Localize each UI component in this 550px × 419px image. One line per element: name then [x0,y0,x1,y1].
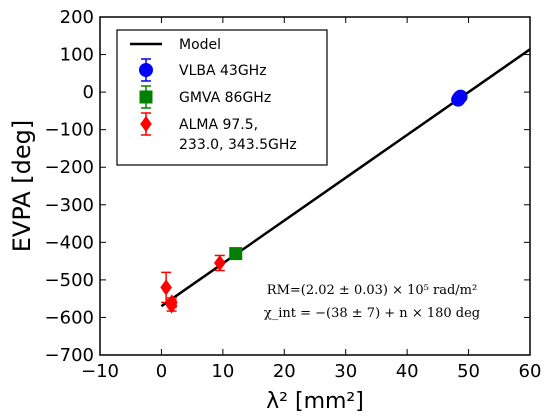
annotation-rm: RM=(2.02 ± 0.03) × 10⁵ rad/m² [267,283,477,298]
y-tick-label: −200 [45,157,94,178]
square-marker [229,247,243,261]
legend-label: VLBA 43GHz [179,63,267,79]
y-tick-label: −100 [45,120,94,141]
x-tick-label: 40 [396,361,419,382]
x-tick-label: 60 [519,361,542,382]
legend-label: ALMA 97.5, [179,117,258,133]
x-tick-label: 0 [156,361,167,382]
data-points [160,89,468,314]
x-tick-label: 10 [211,361,234,382]
x-tick-label: 50 [457,361,480,382]
legend-label-model: Model [179,37,221,53]
x-axis-title: λ² [mm²] [266,389,364,414]
diamond-marker [160,279,172,296]
annotation-chi-int: χ_int = −(38 ± 7) + n × 180 deg [264,306,480,321]
series-diamond [160,254,226,314]
y-tick-label: −600 [45,307,94,328]
diamond-marker [213,254,226,272]
series-circle [451,89,468,107]
legend-label: 233.0, 343.5GHz [179,137,297,153]
diamond-marker [166,294,178,311]
y-tick-label: −500 [45,270,94,291]
circle-marker [453,89,468,104]
plot-frame [99,16,531,356]
square-marker [139,90,153,104]
y-tick-label: −400 [45,232,94,253]
diamond-marker [140,115,152,133]
y-axis-title: EVPA [deg] [8,120,36,253]
y-tick-label: −700 [45,345,94,366]
y-tick-label: 100 [60,45,94,66]
legend: Model VLBA 43GHz GMVA 86GHz ALMA 97.5, 233.0… [116,29,328,166]
x-tick-label: −10 [81,361,119,382]
axis-ticks: −10 0 10 20 30 40 50 60−700−600−500−400−300−200… [45,7,542,382]
y-tick-label: −300 [45,195,94,216]
y-tick-label: 200 [60,7,94,28]
x-tick-label: 20 [273,361,296,382]
series-square [229,247,243,261]
circle-marker [139,63,153,77]
y-tick-label: 0 [83,82,94,103]
legend-label: GMVA 86GHz [179,90,271,106]
x-tick-label: 30 [334,361,357,382]
